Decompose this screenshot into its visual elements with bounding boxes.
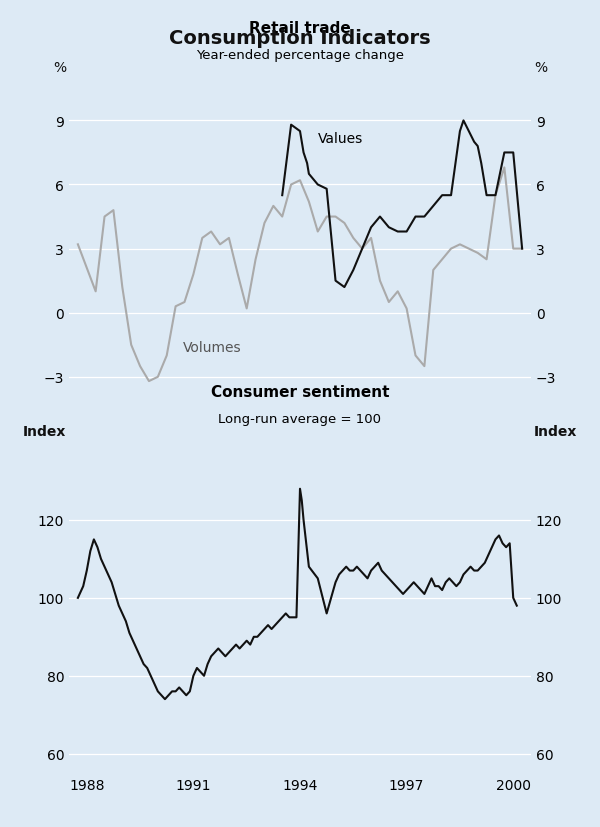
Text: Volumes: Volumes: [183, 341, 241, 355]
Text: %: %: [534, 60, 547, 74]
Text: Consumption Indicators: Consumption Indicators: [169, 29, 431, 48]
Text: Long-run average = 100: Long-run average = 100: [218, 413, 382, 426]
Text: Retail trade: Retail trade: [249, 21, 351, 36]
Text: Consumer sentiment: Consumer sentiment: [211, 385, 389, 399]
Text: Index: Index: [534, 424, 577, 438]
Text: Values: Values: [318, 131, 363, 146]
Text: Index: Index: [23, 424, 66, 438]
Text: %: %: [53, 60, 66, 74]
Text: Year-ended percentage change: Year-ended percentage change: [196, 49, 404, 62]
